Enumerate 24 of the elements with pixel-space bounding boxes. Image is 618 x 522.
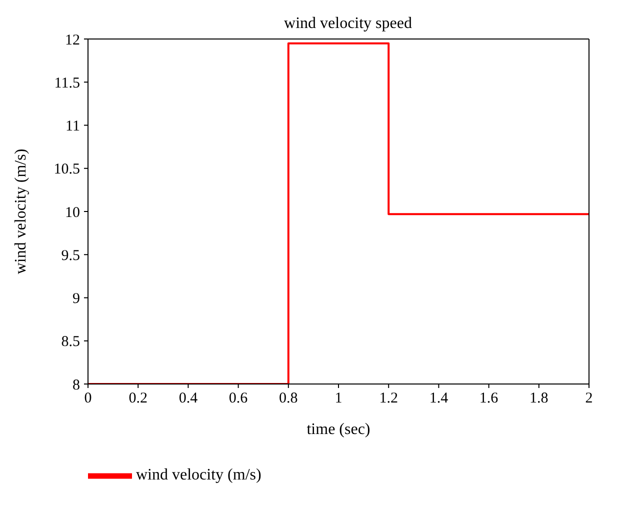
y-tick-label: 11.5	[54, 75, 80, 92]
x-tick-label: 0.4	[178, 390, 198, 407]
y-tick-label: 9	[72, 291, 80, 308]
y-axis-title: wind velocity (m/s)	[12, 148, 30, 274]
x-tick-label: 1	[334, 390, 342, 407]
x-tick-label: 0.6	[228, 390, 248, 407]
x-tick-label: 0.8	[279, 390, 298, 407]
x-tick-label: 1.4	[429, 390, 449, 407]
x-tick-label: 1.8	[530, 390, 548, 407]
y-tick-label: 12	[65, 32, 80, 48]
legend-label: wind velocity (m/s)	[136, 466, 262, 484]
y-tick-label: 8	[72, 377, 80, 394]
y-tick-label: 9.5	[61, 248, 80, 264]
y-tick-label: 10	[65, 204, 80, 221]
x-tick-label: 1.2	[379, 390, 398, 407]
x-tick-label: 2	[585, 390, 593, 407]
x-tick-label: 0.2	[128, 390, 148, 407]
chart-title: wind velocity speed	[284, 15, 412, 32]
y-tick-label: 11	[66, 118, 80, 135]
x-tick-label: 1.6	[479, 390, 499, 407]
y-tick-label: 10.5	[54, 162, 80, 178]
x-axis-title: time (sec)	[306, 421, 370, 438]
y-tick-label: 8.5	[61, 334, 80, 350]
x-tick-label: 0	[84, 390, 92, 407]
